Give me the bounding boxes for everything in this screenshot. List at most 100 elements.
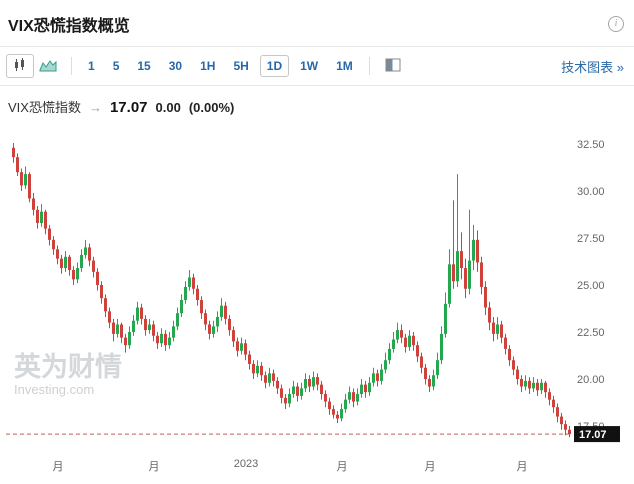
candle-body [428, 379, 431, 387]
candle-body [232, 330, 235, 342]
technical-chart-link[interactable]: 技术图表 » [561, 59, 624, 75]
y-tick-label: 20.00 [577, 374, 605, 386]
interval-5h-button[interactable]: 5H [226, 55, 255, 77]
y-tick-label: 30.00 [577, 186, 605, 198]
candle-body [412, 335, 415, 346]
candle-body [76, 268, 79, 280]
candle-body [204, 313, 207, 325]
candle-body [292, 386, 295, 395]
candle-body [452, 264, 455, 282]
candle-body [148, 324, 151, 331]
price-change: 0.00 [155, 100, 181, 115]
area-chart-button[interactable] [34, 54, 62, 78]
candle-body [340, 409, 343, 419]
candle-body [132, 320, 135, 332]
candle-body [112, 322, 115, 334]
candle-body [168, 337, 171, 346]
candle-body [228, 318, 231, 331]
candle-body [288, 394, 291, 404]
candle-body [516, 369, 519, 379]
candle-body [420, 356, 423, 368]
interval-1-button[interactable]: 1 [81, 55, 102, 77]
candle-body [368, 382, 371, 393]
candlestick-icon [12, 57, 28, 76]
candle-body [444, 303, 447, 334]
candle-body [344, 399, 347, 410]
page-title: VIX恐慌指数概览 [8, 18, 130, 35]
candle-body [356, 394, 359, 402]
candle-body [316, 377, 319, 385]
candle-body [388, 348, 391, 361]
candle-body [244, 343, 247, 355]
chart-panels-button[interactable] [379, 54, 407, 78]
candle-body [80, 254, 83, 269]
candle-body [392, 339, 395, 349]
price-chart[interactable]: 32.5030.0027.5025.0022.5020.0017.5017.07… [0, 123, 634, 479]
interval-1h-button[interactable]: 1H [193, 55, 222, 77]
candle-body [104, 298, 107, 312]
candle-body [456, 251, 459, 282]
interval-1m-button[interactable]: 1M [329, 55, 360, 77]
candle-body [128, 332, 131, 346]
interval-30-button[interactable]: 30 [162, 55, 189, 77]
candle-body [380, 369, 383, 381]
candle-body [100, 285, 103, 299]
candle-body [212, 326, 215, 334]
candle-body [568, 429, 571, 435]
candle-body [64, 256, 67, 269]
candle-body [464, 268, 467, 289]
candle-body [496, 324, 499, 334]
candle-body [492, 322, 495, 334]
candle-body [468, 260, 471, 289]
candle-body [564, 424, 567, 430]
candle-body [524, 380, 527, 387]
price-change-percent: (0.00%) [188, 100, 235, 115]
candle-body [92, 260, 95, 272]
x-axis-label: 月 [52, 461, 64, 473]
candle-body [88, 247, 91, 261]
candle-body [12, 147, 15, 158]
candlestick-chart-button[interactable] [6, 54, 34, 78]
candle-body [424, 367, 427, 379]
y-tick-label: 32.50 [577, 139, 605, 151]
candle-body [52, 239, 55, 250]
candle-body [372, 373, 375, 383]
candle-body [136, 307, 139, 321]
interval-1w-button[interactable]: 1W [293, 55, 325, 77]
x-axis-label: 月 [516, 461, 528, 473]
candle-body [540, 382, 543, 391]
candle-body [276, 380, 279, 389]
candle-body [140, 307, 143, 319]
candle-body [508, 348, 511, 361]
candle-body [520, 379, 523, 387]
candle-body [408, 335, 411, 348]
candle-body [184, 286, 187, 301]
candle-body [156, 335, 159, 344]
interval-15-button[interactable]: 15 [130, 55, 157, 77]
toolbar-divider [368, 57, 370, 75]
candle-body [312, 377, 315, 387]
interval-5-button[interactable]: 5 [106, 55, 127, 77]
info-icon[interactable]: i [608, 16, 624, 32]
x-axis-label: 月 [424, 461, 436, 473]
interval-1d-button[interactable]: 1D [259, 55, 290, 77]
candle-body [536, 382, 539, 391]
candle-body [56, 249, 59, 259]
candle-body [268, 373, 271, 383]
candle-body [260, 365, 263, 376]
candle-body [328, 401, 331, 410]
candle-body [532, 382, 535, 389]
candle-body [324, 394, 327, 402]
candle-body [476, 239, 479, 263]
candle-body [308, 379, 311, 387]
candle-body [448, 264, 451, 304]
instrument-name[interactable]: VIX恐慌指数 [8, 100, 81, 115]
candle-body [144, 318, 147, 331]
candle-body [48, 228, 51, 240]
candle-body [188, 277, 191, 287]
candle-body [336, 414, 339, 419]
candle-body [68, 256, 71, 270]
candle-body [512, 360, 515, 370]
